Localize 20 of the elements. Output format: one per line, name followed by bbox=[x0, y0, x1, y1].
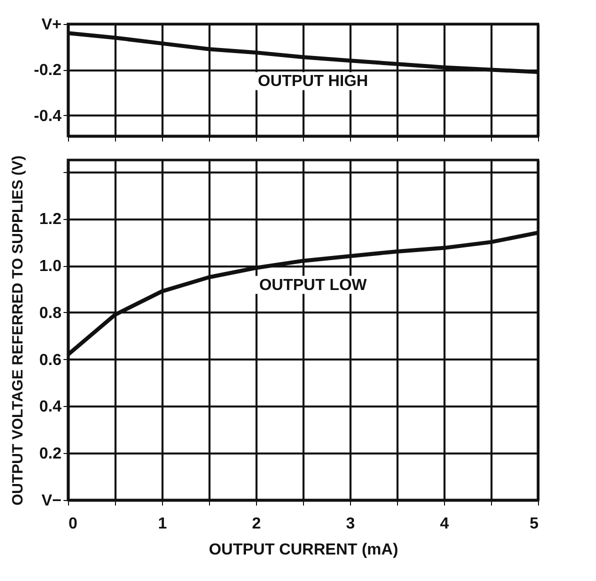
y-tick-label: V− bbox=[41, 492, 62, 510]
x-tick-label: 3 bbox=[346, 516, 356, 532]
x-tick-label: 4 bbox=[440, 516, 450, 532]
y-tick-label: 1.2 bbox=[39, 211, 62, 228]
y-tick-label: -0.2 bbox=[34, 62, 62, 80]
y-axis-title: OUTPUT VOLTAGE REFERRED TO SUPPLIES (V) bbox=[9, 155, 26, 506]
x-tick-label: 5 bbox=[530, 516, 539, 532]
y-tick-label: 0.8 bbox=[39, 304, 62, 322]
x-tick-label: 1 bbox=[158, 516, 168, 532]
y-tick-label: V+ bbox=[41, 16, 62, 34]
x-axis-title: OUTPUT CURRENT (mA) bbox=[208, 542, 398, 558]
series-label: OUTPUT HIGH bbox=[258, 73, 368, 90]
y-tick-label: 0.2 bbox=[39, 446, 62, 463]
series-label: OUTPUT LOW bbox=[259, 276, 368, 294]
y-tick-label: -0.4 bbox=[34, 108, 62, 125]
y-tick-label: 0.4 bbox=[39, 398, 62, 416]
x-tick-label: 0 bbox=[68, 516, 78, 532]
y-tick-label: 1.0 bbox=[39, 258, 62, 276]
y-tick-label: 0.6 bbox=[39, 352, 62, 369]
x-tick-label: 2 bbox=[252, 516, 262, 532]
